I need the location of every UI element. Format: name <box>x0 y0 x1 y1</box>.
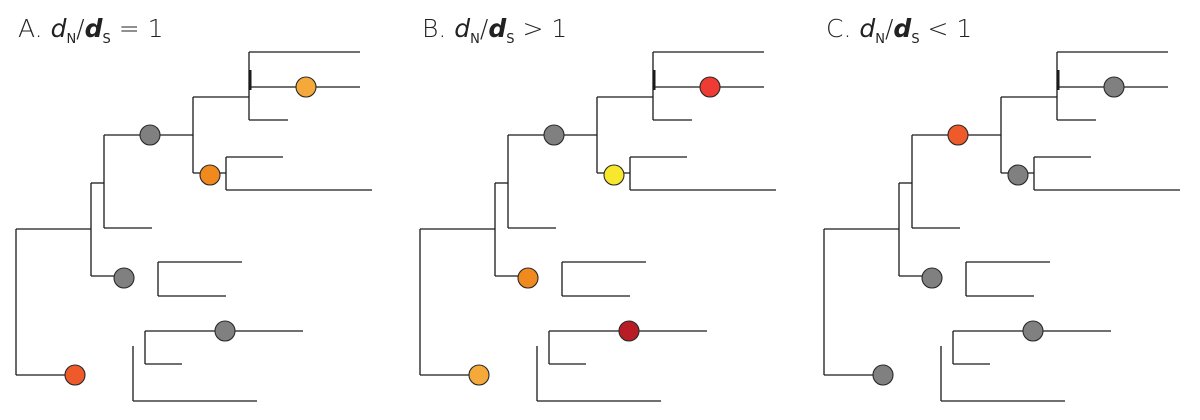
phylogenetic-tree-c <box>823 51 1180 402</box>
panel-c-title: C. dN/dS < 1 <box>826 14 973 47</box>
node-marker-lower-node <box>517 267 539 289</box>
node-marker-upper-inner <box>543 124 565 146</box>
node-marker-bottom-root <box>64 364 86 386</box>
node-marker-mid-node <box>1007 164 1029 186</box>
phylogenetic-tree-b <box>419 51 776 402</box>
node-marker-bottom-upper <box>618 320 640 342</box>
node-marker-upper-inner <box>947 124 969 146</box>
node-marker-upper-inner <box>139 124 161 146</box>
node-marker-lower-node <box>921 267 943 289</box>
node-marker-bottom-root <box>872 364 894 386</box>
panel-b: B. dN/dS > 1 <box>404 0 804 420</box>
node-marker-lower-node <box>113 267 135 289</box>
panel-a: A. dN/dS = 1 <box>0 0 400 420</box>
node-marker-bottom-root <box>468 364 490 386</box>
panel-b-title: B. dN/dS > 1 <box>422 14 568 47</box>
phylogenetic-tree-a <box>15 51 372 402</box>
panel-a-title: A. dN/dS = 1 <box>18 14 164 47</box>
node-marker-bottom-upper <box>1022 320 1044 342</box>
node-marker-top-leaf-node <box>699 76 721 98</box>
node-marker-bottom-upper <box>214 320 236 342</box>
node-marker-mid-node <box>199 164 221 186</box>
node-marker-mid-node <box>603 164 625 186</box>
panel-c: C. dN/dS < 1 <box>808 0 1200 420</box>
node-marker-top-leaf-node <box>295 76 317 98</box>
node-marker-top-leaf-node <box>1103 76 1125 98</box>
